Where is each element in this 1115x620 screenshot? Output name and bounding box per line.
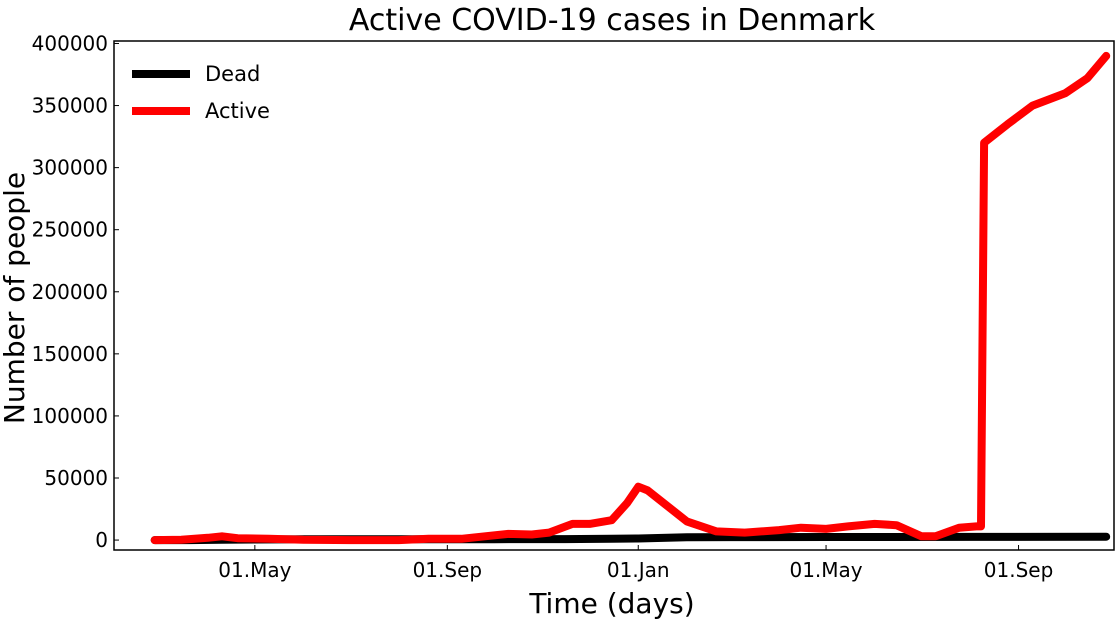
y-tick-label: 100000 [32,404,108,428]
plot-lines [150,51,1111,545]
y-tick-label: 0 [95,528,108,552]
x-tick-label: 01.Sep [413,558,483,582]
x-axis-label: Time (days) [528,587,694,620]
y-axis: 0 50000 100000 150000 200000 250000 300000 3500… [32,31,119,552]
y-tick-label: 300000 [32,156,108,180]
x-tick-label: 01.Jan [607,558,670,582]
x-axis: 01.May 01.Sep 01.Jan 01.May 01.Sep [218,545,1053,582]
y-axis-label: Number of people [0,172,31,424]
y-tick-label: 400000 [32,31,108,55]
y-tick-label: 50000 [44,466,108,490]
y-tick-label: 350000 [32,94,108,118]
legend-label: Dead [205,62,260,86]
y-tick-label: 250000 [32,218,108,242]
y-tick-label: 200000 [32,280,108,304]
legend: Dead Active [132,62,270,123]
legend-label: Active [205,99,270,123]
y-tick-label: 150000 [32,342,108,366]
x-tick-label: 01.Sep [984,558,1054,582]
plot-frame [113,40,1115,551]
x-tick-label: 01.May [789,558,862,582]
x-tick-label: 01.May [218,558,291,582]
series-line-active [150,51,1111,545]
chart-title: Active COVID-19 cases in Denmark [349,3,876,38]
